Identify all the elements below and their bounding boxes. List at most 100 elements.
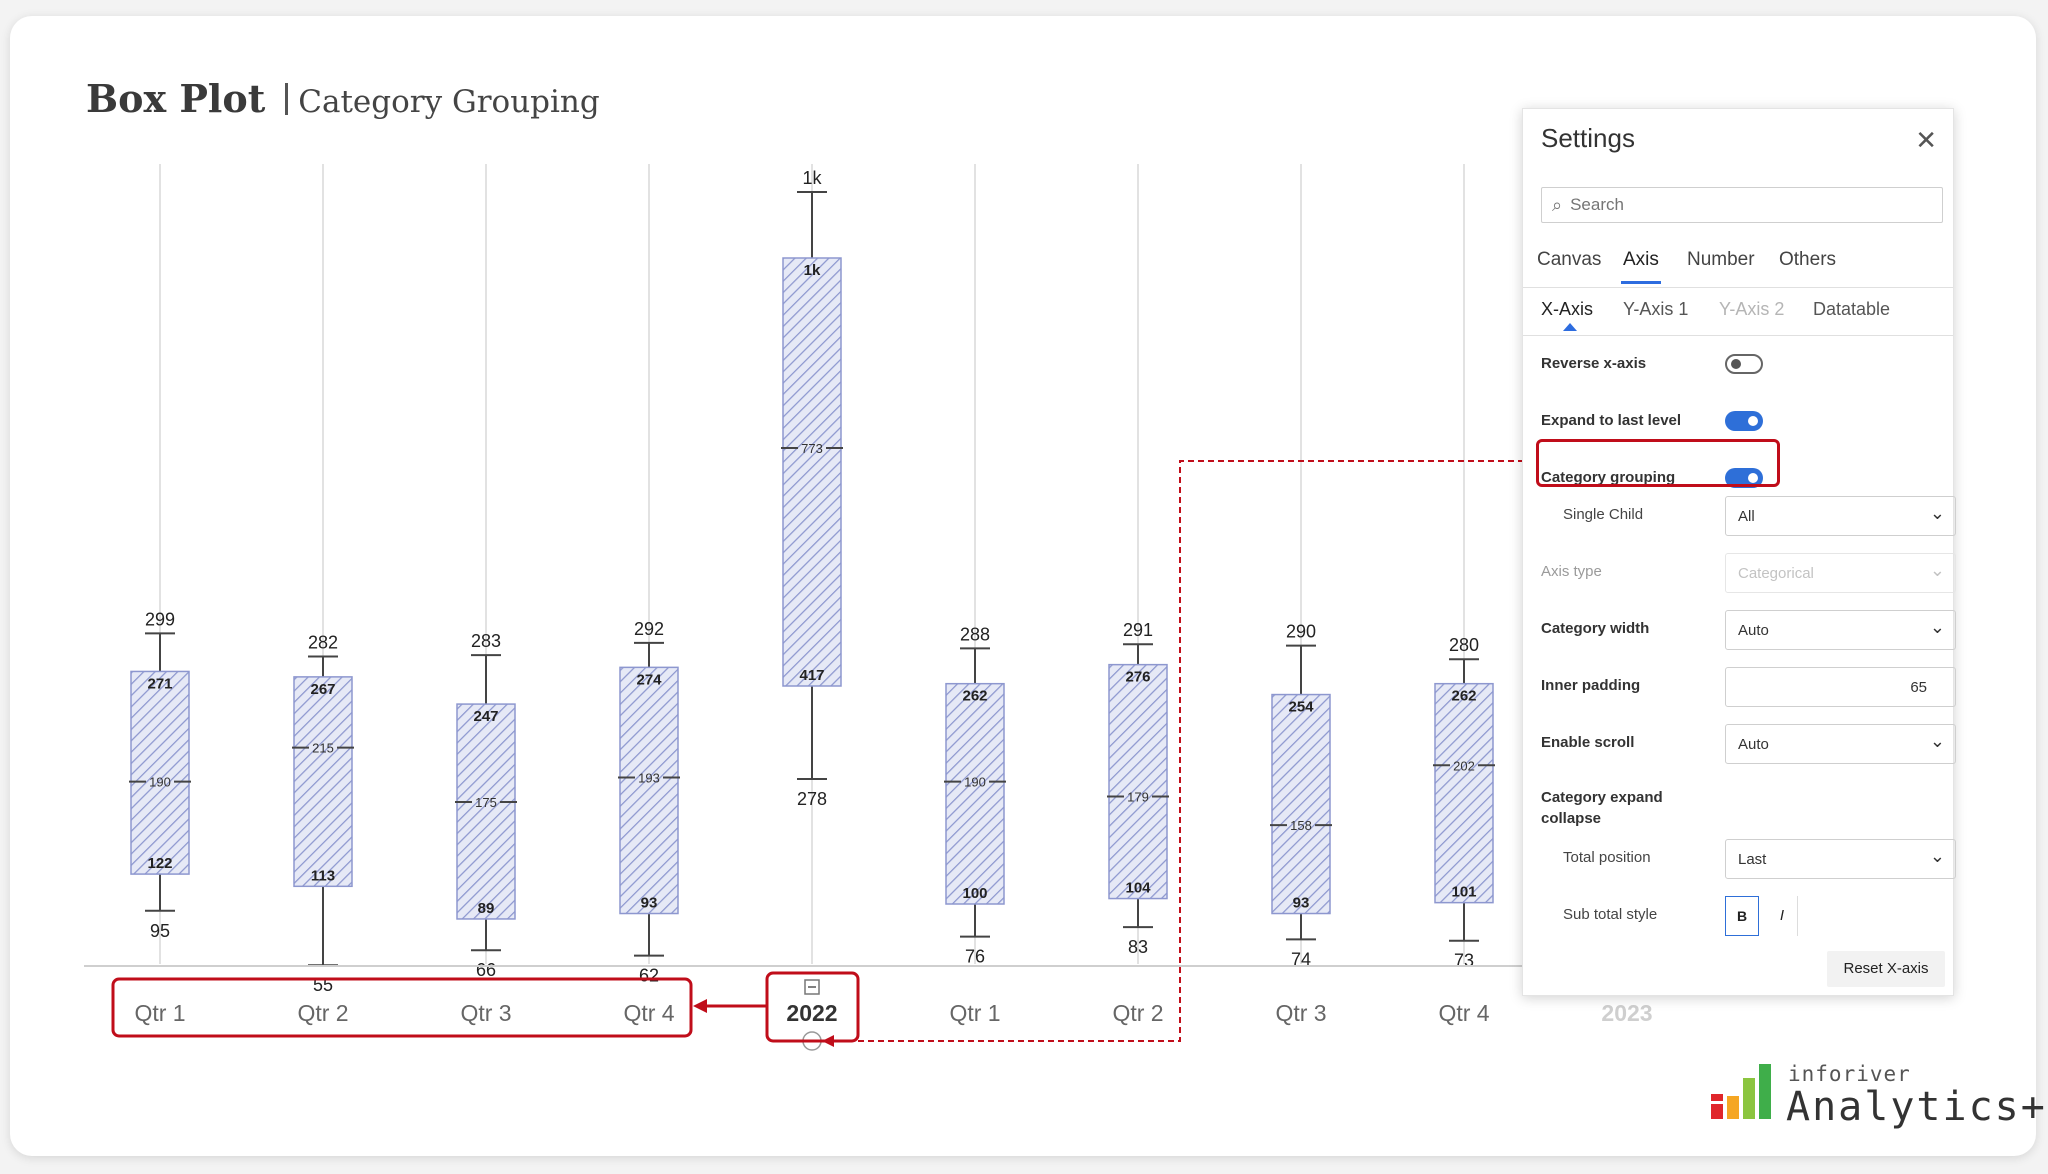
- box-rect: [456, 703, 516, 920]
- subtab-active-caret: [1563, 323, 1577, 331]
- median-label: 773: [801, 441, 823, 456]
- axis-type-value: Categorical: [1738, 565, 1814, 582]
- row-category-expand-collapse: Category expand collapse: [1541, 777, 1941, 827]
- inner-padding-value: 65: [1910, 679, 1927, 696]
- subtab-y-axis-1[interactable]: Y-Axis 1: [1623, 299, 1689, 319]
- chart-subtitle: Category Grouping: [298, 84, 600, 120]
- subtab-y-axis-2: Y-Axis 2: [1719, 299, 1785, 319]
- tab-axis[interactable]: Axis: [1623, 249, 1659, 270]
- box-rect: [1271, 693, 1331, 915]
- q3-label: 262: [962, 688, 987, 705]
- subtab-datatable[interactable]: Datatable: [1813, 299, 1891, 319]
- enable-scroll-label: Enable scroll: [1541, 734, 1635, 751]
- axis-type-label: Axis type: [1541, 563, 1602, 580]
- box-rect: [945, 682, 1005, 905]
- category-grouping-label: Category grouping: [1541, 469, 1676, 486]
- box-rect: [293, 676, 353, 888]
- tab-canvas[interactable]: Canvas: [1537, 249, 1602, 270]
- chevron-down-icon: ⌄: [1929, 503, 1945, 523]
- chevron-down-icon: ⌄: [1929, 560, 1945, 580]
- median-label: 175: [475, 795, 497, 810]
- settings-tabs: Canvas Axis Number Others: [1523, 241, 1953, 288]
- box-plot-item: 280 262 202 101 73: [1433, 635, 1495, 971]
- category-width-select[interactable]: Auto ⌄: [1725, 610, 1956, 650]
- highlight-category-grouping: [1536, 439, 1780, 487]
- close-icon[interactable]: ✕: [1915, 125, 1937, 155]
- max-label: 1k: [802, 168, 822, 188]
- toggle-knob: [1731, 359, 1741, 369]
- box-rect: [619, 666, 679, 915]
- tab-others[interactable]: Others: [1779, 249, 1837, 270]
- reverse-x-axis-toggle[interactable]: [1725, 354, 1763, 374]
- single-child-value: All: [1738, 508, 1755, 525]
- axis-subtabs: X-Axis Y-Axis 1 Y-Axis 2 Datatable: [1523, 287, 1953, 336]
- q3-label: 1k: [804, 262, 821, 279]
- q1-label: 93: [641, 895, 658, 912]
- enable-scroll-select[interactable]: Auto ⌄: [1725, 724, 1956, 764]
- min-label: 95: [150, 921, 170, 941]
- total-position-select[interactable]: Last ⌄: [1725, 839, 1956, 879]
- total-position-label: Total position: [1563, 849, 1651, 866]
- q1-label: 104: [1125, 880, 1151, 897]
- search-box[interactable]: ⌕: [1541, 187, 1943, 223]
- min-label: 76: [965, 947, 985, 967]
- search-input[interactable]: [1568, 194, 1903, 216]
- tab-number[interactable]: Number: [1687, 249, 1755, 270]
- total-position-value: Last: [1738, 851, 1767, 868]
- bold-button[interactable]: B: [1725, 896, 1759, 936]
- toggle-knob: [1748, 473, 1758, 483]
- sub-total-style-label: Sub total style: [1563, 906, 1658, 923]
- quarter-category-label: Qtr 3: [460, 1000, 511, 1026]
- min-label: 73: [1454, 951, 1474, 971]
- highlight-quarters-box: [111, 977, 693, 1038]
- box-plot-item: 290 254 158 93 74: [1270, 622, 1332, 969]
- min-label: 66: [476, 960, 496, 980]
- settings-panel: Settings ✕ ⌕ Canvas Axis Number Others X…: [1522, 108, 1956, 996]
- row-category-width: Category width Auto ⌄: [1541, 610, 1956, 650]
- subtab-x-axis[interactable]: X-Axis: [1541, 299, 1594, 319]
- box-plot-item: 292 274 193 93 62: [618, 619, 680, 986]
- search-icon: ⌕: [1552, 194, 1563, 215]
- quarter-category-label: Qtr 4: [623, 1000, 674, 1026]
- chevron-down-icon: ⌄: [1929, 731, 1945, 751]
- settings-title: Settings: [1541, 123, 1635, 153]
- year-category-label: 2022: [786, 1000, 837, 1026]
- q1-label: 101: [1451, 884, 1476, 901]
- inner-padding-input[interactable]: 65: [1725, 667, 1956, 707]
- q1-label: 113: [311, 867, 335, 884]
- row-enable-scroll: Enable scroll Auto ⌄: [1541, 724, 1956, 764]
- quarter-category-label: Qtr 2: [297, 1000, 348, 1026]
- max-label: 299: [145, 609, 175, 629]
- category-grouping-toggle[interactable]: [1725, 468, 1763, 488]
- collapse-icon[interactable]: [804, 979, 820, 995]
- logo-brand-text: inforiver: [1788, 1062, 1911, 1086]
- q1-label: 89: [478, 900, 495, 917]
- box-plot-item: 291 276 179 104 83: [1107, 620, 1169, 957]
- box-plot-item: 288 262 190 100 76: [944, 624, 1006, 967]
- logo-product-text: Analytics+: [1786, 1084, 2047, 1130]
- q1-label: 93: [1293, 895, 1310, 912]
- reverse-x-axis-label: Reverse x-axis: [1541, 355, 1647, 372]
- highlight-2022-box: [765, 971, 860, 1043]
- expand-last-level-toggle[interactable]: [1725, 411, 1763, 431]
- row-total-position: Total position Last ⌄: [1541, 839, 1956, 879]
- inforiver-logo-icon: [1711, 1064, 1771, 1119]
- reset-x-axis-button[interactable]: Reset X-axis: [1827, 951, 1945, 987]
- box-rect: [1434, 682, 1494, 904]
- median-label: 202: [1453, 758, 1475, 773]
- row-category-grouping: Category grouping: [1541, 459, 1941, 499]
- max-label: 282: [308, 632, 338, 652]
- box-series: 2992711901229528226721511355283247175896…: [129, 168, 1495, 995]
- median-label: 190: [149, 775, 171, 790]
- min-label: 83: [1128, 937, 1148, 957]
- title-row: Box Plot Category Grouping: [86, 76, 600, 121]
- single-child-select[interactable]: All ⌄: [1725, 496, 1956, 536]
- box-plot-item: 1k 1k 773 417 278: [781, 168, 843, 809]
- min-label: 74: [1291, 949, 1311, 969]
- year-category-label: 2023: [1601, 1000, 1652, 1026]
- median-label: 193: [638, 771, 660, 786]
- q3-label: 247: [473, 708, 498, 725]
- italic-button[interactable]: I: [1767, 896, 1798, 936]
